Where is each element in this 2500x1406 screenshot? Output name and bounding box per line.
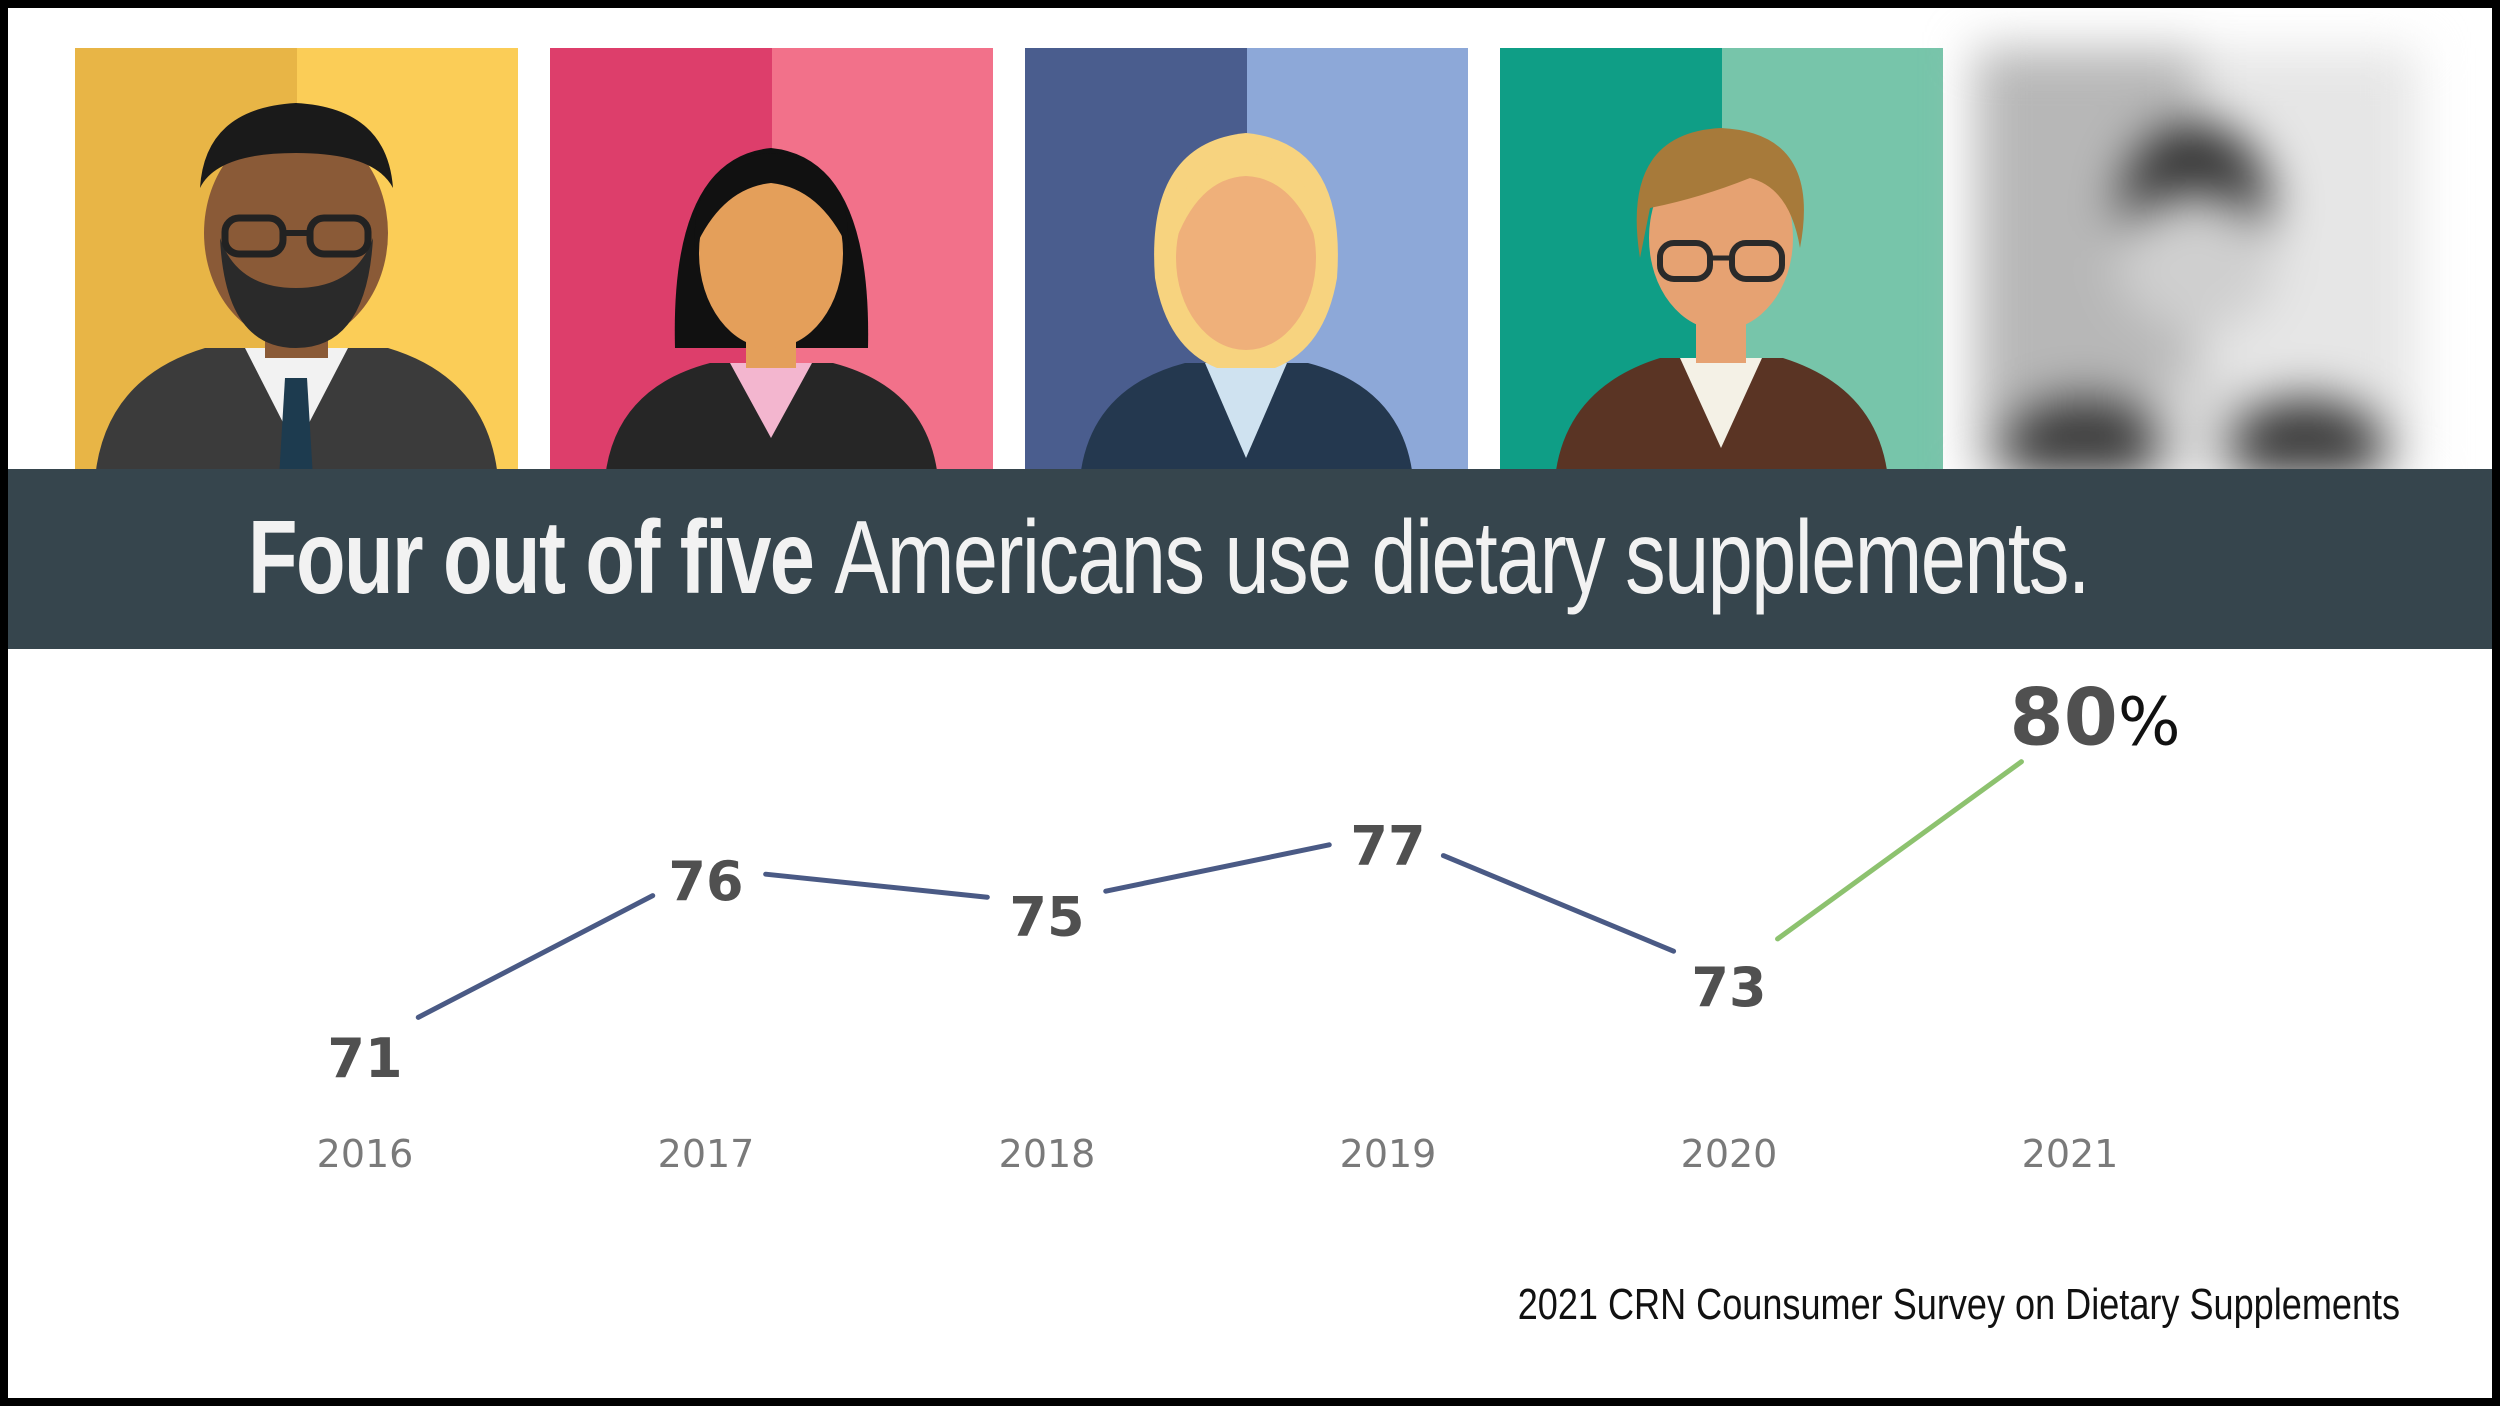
headline-banner: [8, 469, 2492, 649]
data-label-2017: 76: [668, 850, 743, 913]
avatar-panel-3: [1025, 48, 1468, 478]
x-tick-label-2021: 2021: [2022, 1132, 2119, 1176]
data-label-2021: 80%: [2009, 673, 2180, 763]
data-label-2020: 73: [1691, 956, 1766, 1019]
line-segment-2017-2018: [763, 871, 990, 900]
man-glasses-beard-avatar-icon: [95, 103, 498, 478]
x-tick-label-2018: 2018: [999, 1132, 1096, 1176]
headline-rest: Americans use dietary supplements.: [834, 500, 2090, 616]
x-tick-label-2017: 2017: [658, 1132, 755, 1176]
avatar-panel-4: [1500, 48, 1943, 478]
line-segments: [415, 759, 2024, 1020]
woman-blonde-avatar-icon: [1080, 133, 1413, 478]
line-segment-2019-2020: [1440, 853, 1677, 954]
line-segment-2018-2019: [1103, 842, 1332, 894]
line-segment-2016-2017: [415, 893, 656, 1020]
woman-glasses-avatar-icon: [1555, 128, 1888, 478]
x-tick-label-2019: 2019: [1340, 1132, 1437, 1176]
slide-canvas: Four out of five Americans use dietary s…: [8, 8, 2492, 1398]
avatar-panel-5: [1975, 48, 2418, 478]
x-axis-ticks: 2016 2017 2018 2019 2020 2021: [317, 1132, 2119, 1176]
blurred-person-avatar-icon: [2005, 123, 2385, 478]
headline-bold: Four out of five: [248, 500, 815, 616]
data-label-2018: 75: [1009, 885, 1084, 948]
data-labels: 71 76 75 77 73 80%: [327, 673, 2180, 1090]
x-tick-label-2020: 2020: [1681, 1132, 1778, 1176]
source-note: 2021 CRN Counsumer Survey on Dietary Sup…: [1517, 1280, 2400, 1329]
woman-black-hair-avatar-icon: [605, 148, 938, 478]
data-label-2019: 77: [1350, 815, 1425, 878]
avatar-panel-1: [75, 48, 518, 478]
headline: Four out of five Americans use dietary s…: [248, 493, 2090, 623]
line-segment-2020-2021: [1775, 759, 2024, 942]
x-tick-label-2016: 2016: [317, 1132, 414, 1176]
line-chart: 71 76 75 77 73 80% 2016 2017 2018 2019 2020 2021: [317, 673, 2181, 1176]
avatar-panel-2: [550, 48, 993, 478]
data-label-2016: 71: [327, 1027, 402, 1090]
